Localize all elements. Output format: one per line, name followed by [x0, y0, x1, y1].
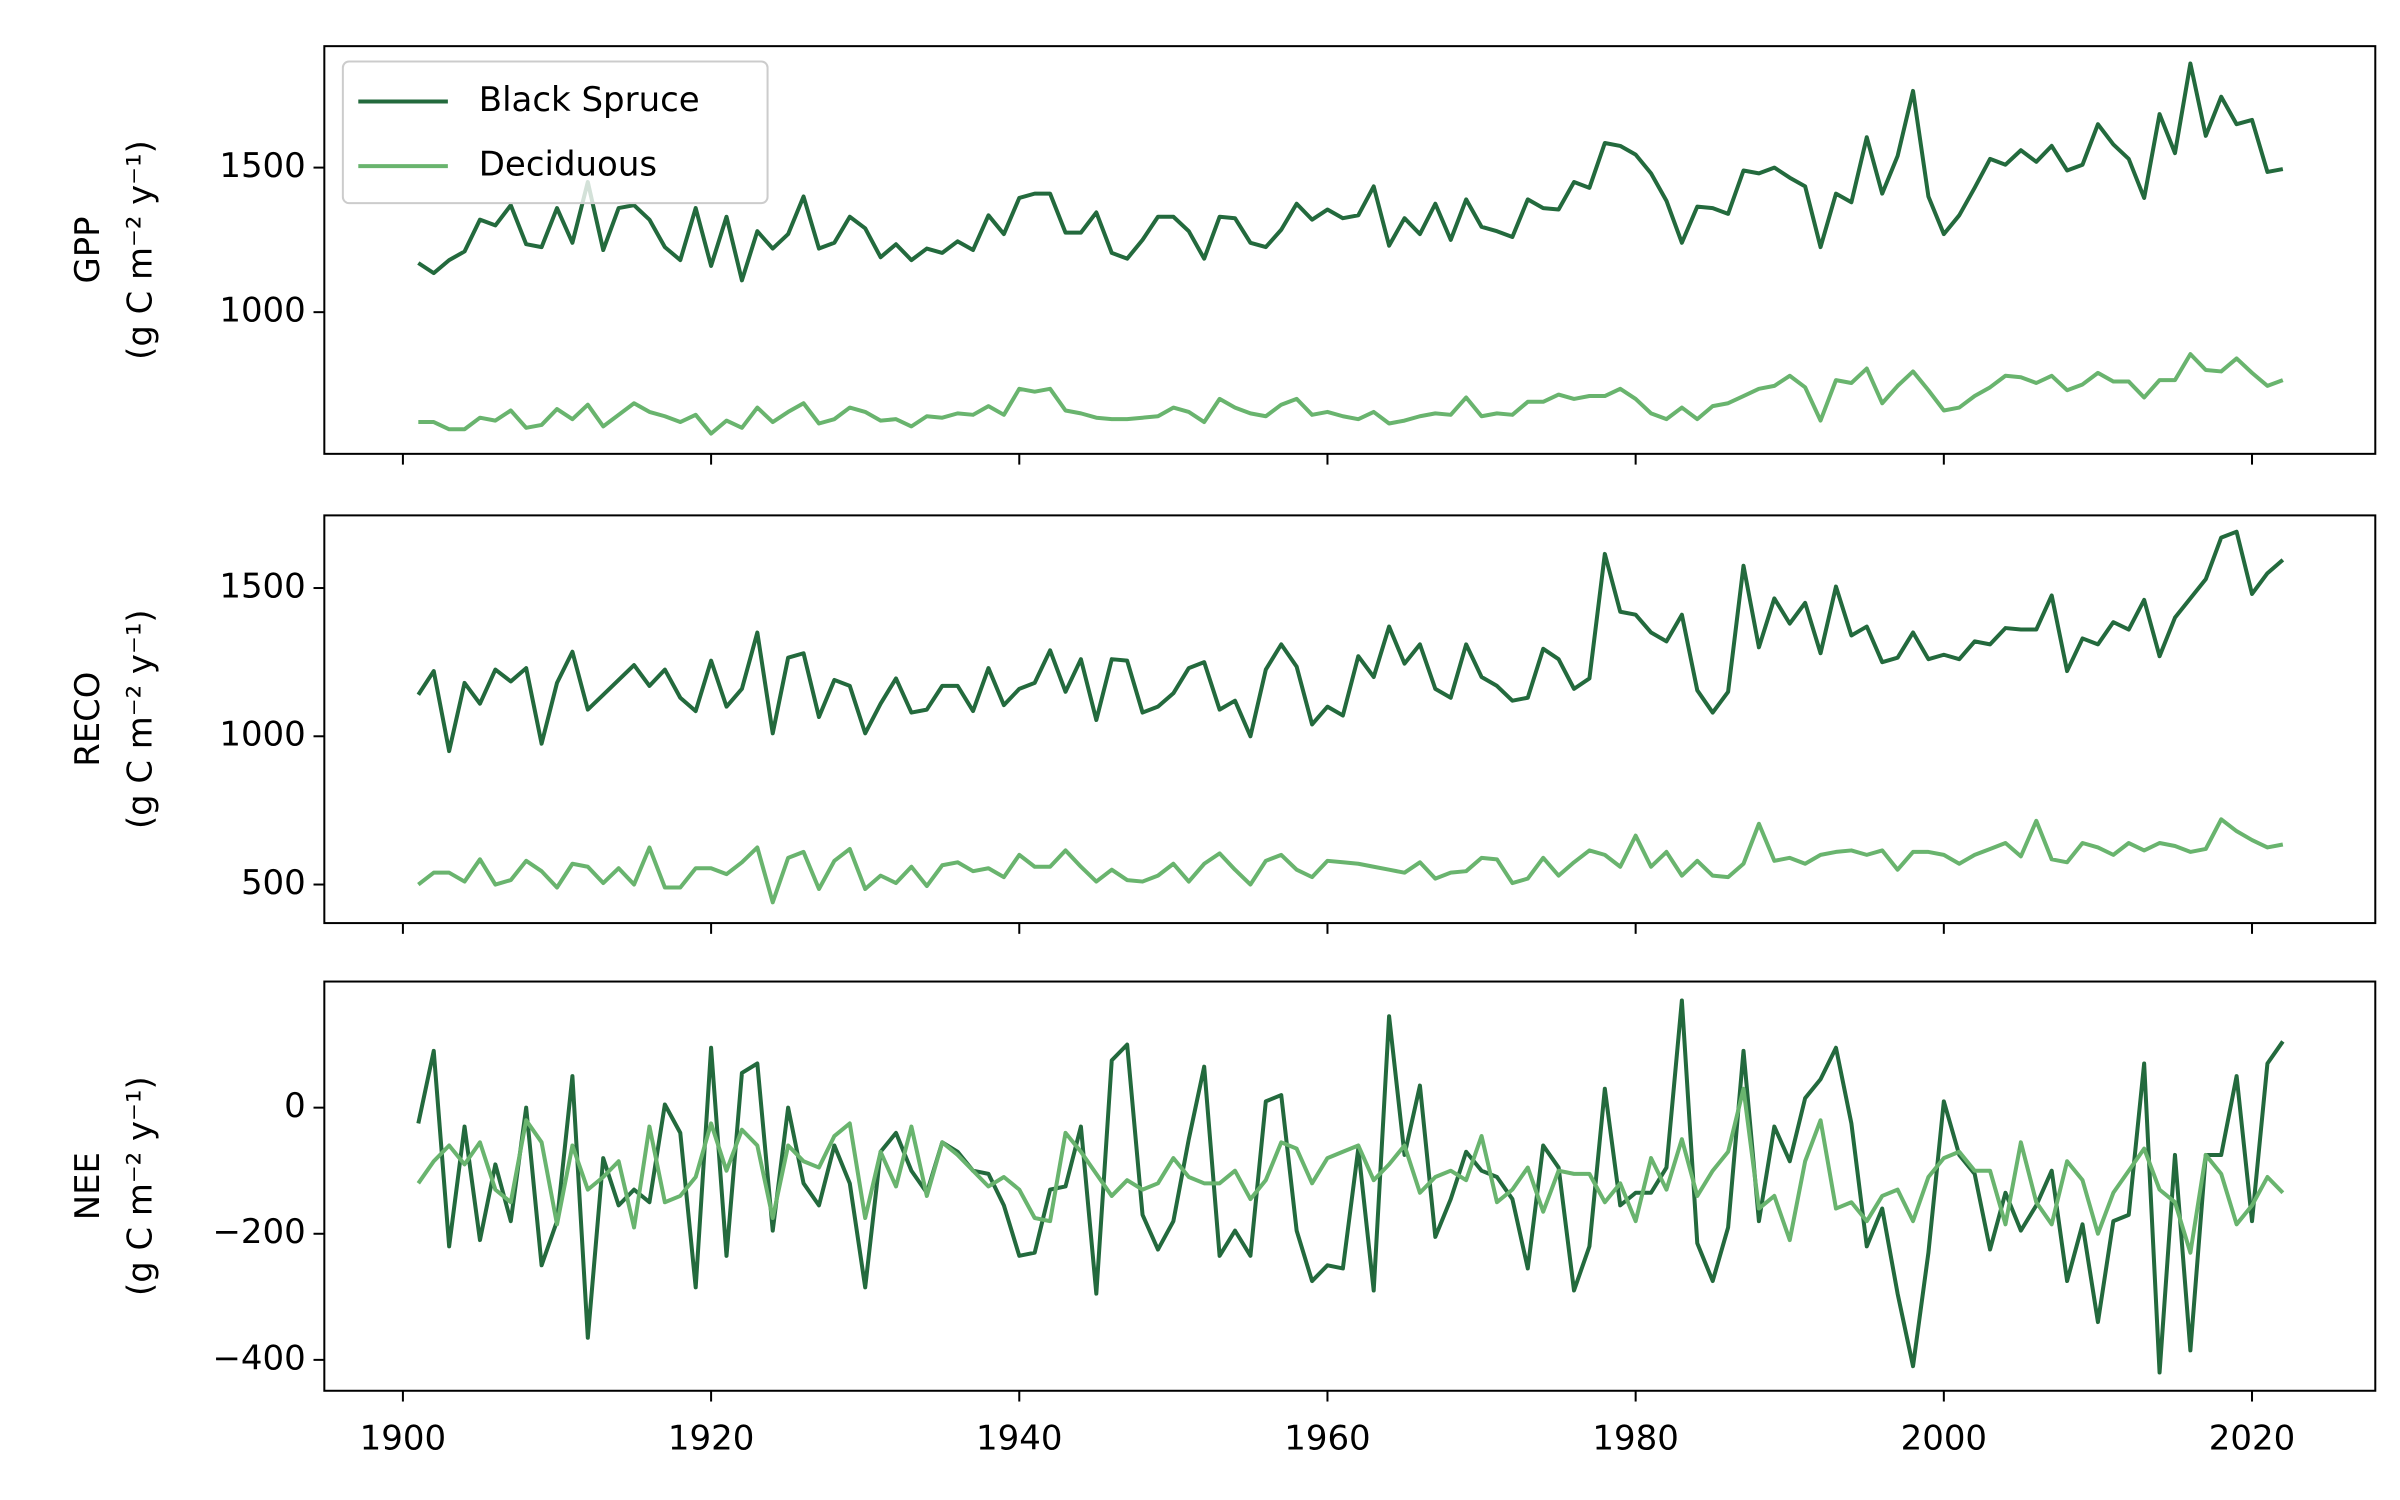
y-tick-label: 1000	[219, 291, 305, 330]
y-label: GPP (g C m⁻² y⁻¹)	[68, 140, 160, 360]
line-series	[416, 1086, 2285, 1255]
y-tick-label: 1000	[219, 715, 305, 754]
y-label-line: RECO	[68, 672, 107, 767]
axes-frame	[323, 980, 2377, 1392]
line-series	[418, 352, 2284, 436]
x-tick-label: 2000	[1901, 1419, 1987, 1458]
y-label-line: (g C m⁻² y⁻¹)	[121, 1076, 160, 1296]
legend-box	[341, 60, 769, 205]
y-tick-label: 1500	[219, 146, 305, 185]
legend-label: Deciduous	[479, 145, 657, 184]
y-label-line: NEE	[68, 1152, 107, 1220]
x-tick-label: 1980	[1592, 1419, 1678, 1458]
line-series	[417, 61, 2284, 283]
line-series	[416, 529, 2285, 754]
y-label: RECO (g C m⁻² y⁻¹)	[68, 609, 160, 829]
x-tick-label: 1940	[976, 1419, 1062, 1458]
y-tick-label: 1500	[219, 567, 305, 606]
y-label: NEE (g C m⁻² y⁻¹)	[68, 1076, 160, 1296]
y-label-line: GPP	[68, 216, 107, 283]
y-tick-label: 0	[284, 1086, 306, 1125]
x-tick-label: 1960	[1284, 1419, 1370, 1458]
x-tick-label: 2020	[2209, 1419, 2295, 1458]
axes-frame	[323, 45, 2377, 455]
x-tick-label: 1920	[668, 1419, 754, 1458]
legend-label: Black Spruce	[479, 80, 700, 119]
axes-frame	[323, 514, 2377, 925]
y-label-line: (g C m⁻² y⁻¹)	[121, 609, 160, 829]
y-tick-label: 500	[241, 863, 306, 902]
y-label-line: (g C m⁻² y⁻¹)	[121, 140, 160, 360]
line-series	[416, 998, 2285, 1375]
y-tick-label: −200	[212, 1212, 305, 1251]
line-series	[417, 817, 2284, 905]
y-tick-label: −400	[212, 1338, 305, 1377]
x-tick-label: 1900	[360, 1419, 446, 1458]
